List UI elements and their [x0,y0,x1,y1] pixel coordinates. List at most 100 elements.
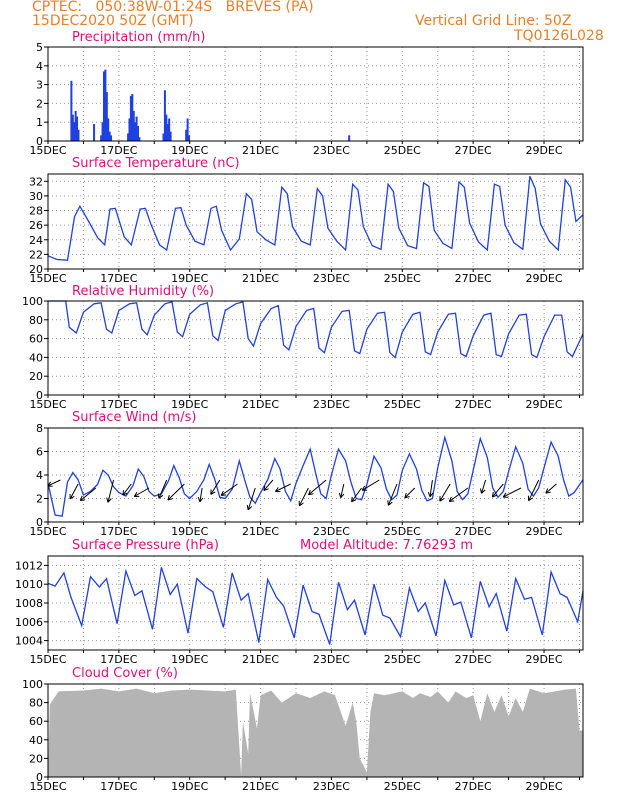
wind-arrow [340,483,345,498]
wind-arrow [404,487,416,499]
wind-arrow [122,483,132,496]
wind-arrow-head [298,500,304,507]
rh-series-line [48,300,584,359]
precip-xtick-label: 23DEC [313,144,350,157]
cloud-xtick-label: 15DEC [29,780,66,793]
wind-arrow-head [338,492,345,498]
wind-arrow [158,479,168,499]
temp-xtick-label: 21DEC [242,272,279,285]
wind-arrow [491,483,504,498]
wind-arrow-head [167,495,173,501]
pres-ytick-label: 1012 [15,559,43,572]
precip-xtick-label: 17DEC [100,144,137,157]
precip-bar [185,129,188,141]
run-date: 15DEC2020 50Z (GMT) [32,13,194,29]
temp-series-line [47,175,584,261]
wind-ytick-label: 4 [36,469,43,482]
temp-xtick-label: 15DEC [29,272,66,285]
precip-ytick-label: 1 [36,116,43,129]
wind-arrow [167,483,185,501]
precip-bar [105,92,108,141]
panel-temp: Surface Temperature (nC)2022242628303215… [29,156,584,285]
precip-xtick-label: 27DEC [455,144,492,157]
precip-bar [93,124,96,141]
temp-ytick-label: 20 [29,263,43,276]
model-code: TQ0126L028 [514,28,604,44]
wind-arrow-head [106,497,112,503]
rh-ytick-label: 60 [29,333,43,346]
wind-arrow [502,487,522,498]
cloud-ytick-label: 60 [29,715,43,728]
rh-xtick-label: 23DEC [313,398,350,411]
precip-ytick-label: 4 [36,60,43,73]
temp-xtick-label: 19DEC [171,272,208,285]
wind-ytick-label: 8 [36,422,43,435]
wind-xtick-label: 27DEC [455,525,492,538]
rh-ytick-label: 0 [36,389,43,402]
precip-bar [73,122,76,141]
rh-ytick-label: 80 [29,314,43,327]
wind-arrow-head [69,494,75,500]
wind-arrow-head [122,490,128,496]
wind-xtick-label: 21DEC [242,525,279,538]
wind-arrow-head [220,490,227,496]
wind-arrow [429,479,433,497]
pres-xtick-label: 19DEC [171,653,208,666]
cloud-area [48,688,583,777]
panel-wind: Surface Wind (m/s) 0 2 4 6 8 15DEC 17DEC 19DEC 21… [29,410,584,538]
wind-arrow [308,479,327,496]
wind-xtick-label: 15DEC [29,525,66,538]
wind-arrow-head [197,496,204,503]
precip-xtick-label: 25DEC [384,144,421,157]
wind-arrow [480,479,487,494]
wind-xtick-label: 19DEC [171,525,208,538]
precip-xtick-label: 29DEC [525,144,562,157]
pres-xtick-label: 27DEC [455,653,492,666]
wind-arrow-head [210,489,216,495]
rh-xtick-label: 29DEC [525,398,562,411]
cloud-frame [47,683,584,778]
precip-bar [162,133,165,141]
precip-bar [348,135,351,141]
wind-arrow-head [448,496,455,503]
temp-ytick-label: 22 [29,248,43,261]
wind-ytick-label: 6 [36,446,43,459]
temp-title: Surface Temperature (nC) [72,156,240,171]
precip-bar [70,80,73,141]
wind-ytick-label: 0 [36,516,43,529]
wind-arrow-head [308,489,314,496]
precip-bar [101,122,104,141]
rh-title: Relative Humidity (%) [72,284,214,299]
wind-arrow-head [491,492,498,498]
temp-xtick-label: 25DEC [384,272,421,285]
precip-xtick-label: 21DEC [242,144,279,157]
precip-ytick-label: 3 [36,79,43,92]
precip-xtick-label: 15DEC [29,144,66,157]
wind-arrow-head [133,491,140,497]
rh-xtick-label: 27DEC [455,398,492,411]
wind-arrow [275,483,291,492]
wind-arrow-head [545,488,551,494]
wind-arrow [528,479,540,501]
wind-arrow [298,487,309,507]
pres-ytick-label: 1008 [15,597,43,610]
cloud-xtick-label: 17DEC [100,780,137,793]
wind-ytick-label: 2 [36,493,43,506]
precip-bar [136,125,139,141]
rh-xtick-label: 21DEC [242,398,279,411]
precip-bar [108,131,111,141]
precip-bar [102,71,105,141]
rh-xtick-label: 25DEC [384,398,421,411]
grid-note: Vertical Grid Line: 50Z [415,13,572,29]
precip-bar [107,118,110,141]
pres-ytick-label: 1006 [15,616,43,629]
temp-xtick-label: 23DEC [313,272,350,285]
temp-xtick-label: 17DEC [100,272,137,285]
cloud-xtick-label: 19DEC [171,780,208,793]
cloud-ytick-label: 100 [22,678,43,691]
temp-xtick-label: 29DEC [525,272,562,285]
rh-ytick-label: 20 [29,370,43,383]
rh-xtick-label: 15DEC [29,398,66,411]
precip-frame [47,46,584,142]
